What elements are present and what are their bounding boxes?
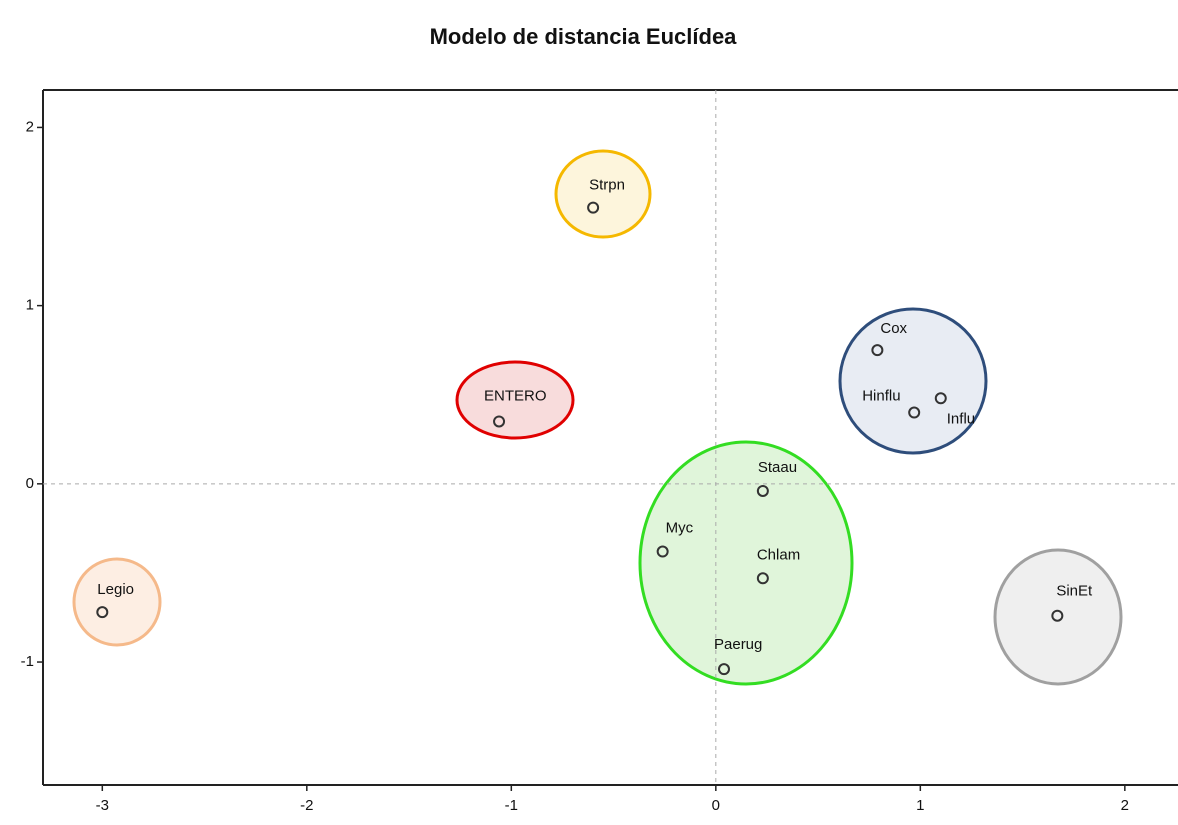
point xyxy=(908,406,921,419)
y-tick-label: -1 xyxy=(21,653,34,670)
point xyxy=(656,545,669,558)
cluster-ellipse xyxy=(993,548,1123,686)
point-label: Paerug xyxy=(714,636,762,653)
point-label: ENTERO xyxy=(484,387,547,404)
x-tick-label: 2 xyxy=(1121,797,1129,814)
point-label: Strpn xyxy=(589,177,625,194)
point-label: Legio xyxy=(97,581,134,598)
cluster-ellipse xyxy=(554,149,652,239)
chart-title: Modelo de distancia Euclídea xyxy=(430,24,738,49)
x-tick-label: 0 xyxy=(712,797,720,814)
point-label: Hinflu xyxy=(862,388,900,405)
cluster-ellipses xyxy=(72,149,1123,686)
point xyxy=(871,344,884,357)
point-label: SinEt xyxy=(1056,583,1093,600)
point xyxy=(756,572,769,585)
cluster-ellipse xyxy=(72,557,162,647)
y-tick-label: 1 xyxy=(26,297,34,314)
point xyxy=(756,484,769,497)
x-tick-label: -2 xyxy=(300,797,313,814)
x-tick-label: -3 xyxy=(96,797,109,814)
y-tick-label: 0 xyxy=(26,475,34,492)
point xyxy=(96,606,109,619)
point xyxy=(587,201,600,214)
point-label: Myc xyxy=(666,520,694,537)
point-label: Influ xyxy=(947,410,975,427)
point-label: Staau xyxy=(758,459,797,476)
point-label: Cox xyxy=(880,320,907,337)
point xyxy=(1051,609,1064,622)
cluster-ellipse xyxy=(455,360,575,440)
x-tick-label: 1 xyxy=(916,797,924,814)
cluster-ellipse xyxy=(838,307,988,455)
point-label: Chlam xyxy=(757,546,800,563)
x-tick-label: -1 xyxy=(505,797,518,814)
point xyxy=(493,415,506,428)
point xyxy=(934,392,947,405)
point xyxy=(718,663,730,676)
cluster-ellipse xyxy=(638,440,854,686)
y-tick-label: 2 xyxy=(26,118,34,135)
